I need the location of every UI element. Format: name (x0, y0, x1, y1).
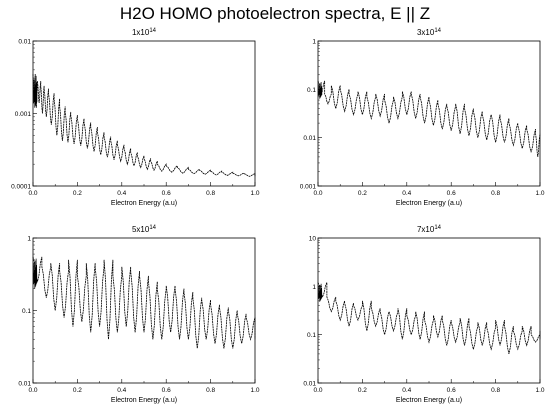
x-tick-label: 0.2 (358, 190, 367, 197)
x-tick-label: 0.0 (313, 387, 322, 394)
y-tick-label: 1 (27, 236, 31, 243)
chart-svg: 1x1014 0.0 0.2 0.4 0.6 0.8 1.0 0.0001 0.001 0.01 E… (11, 28, 260, 207)
x-tick-label: 0.4 (402, 190, 411, 197)
y-tick-label: 0.001 (15, 111, 32, 118)
x-tick-label: 0.0 (28, 387, 37, 394)
chart-svg: 5x1014 0.0 0.2 0.4 0.6 0.8 1.0 0.01 0.1 1 Electron… (18, 225, 260, 404)
chart-svg: 3x1014 0.0 0.2 0.4 0.6 0.8 1.0 0.001 0.01 0.1 1 Ele… (300, 28, 545, 207)
chart-panel-3x10-14: 3x1014 0.0 0.2 0.4 0.6 0.8 1.0 0.001 0.01 0.1 1 Ele… (290, 27, 545, 212)
spectrum-line (32, 256, 256, 349)
x-tick-label: 1.0 (535, 387, 544, 394)
x-tick-label: 0.4 (117, 190, 126, 197)
x-tick-label: 0.4 (402, 387, 411, 394)
plot-frame (317, 40, 541, 187)
chart-panel-1x10-14: 1x1014 0.0 0.2 0.4 0.6 0.8 1.0 0.0001 0.001 0.01 E… (5, 27, 260, 212)
chart-title-base: 1x10 (132, 28, 150, 37)
spectrum-low-energy-spikes (318, 82, 323, 99)
x-tick-label: 0.2 (73, 387, 82, 394)
x-tick-label: 0.6 (162, 387, 171, 394)
x-tick-label: 0.6 (447, 387, 456, 394)
y-tick-label: 0.1 (307, 87, 316, 94)
chart-title: 7x1014 (417, 225, 442, 234)
x-tick-label: 0.8 (491, 190, 500, 197)
x-tick-label: 1.0 (535, 190, 544, 197)
spectrum-low-energy-spikes (318, 283, 323, 302)
chart-title: 3x1014 (417, 28, 442, 37)
chart-title-exponent: 14 (434, 28, 441, 34)
x-axis-label: Electron Energy (a.u) (396, 397, 462, 404)
chart-svg: 7x1014 0.0 0.2 0.4 0.6 0.8 1.0 0.01 0.1 1 10 Electr… (303, 225, 545, 404)
x-tick-label: 0.6 (447, 190, 456, 197)
y-tick-label: 0.01 (18, 381, 31, 388)
spectrum-low-energy-spikes (33, 258, 38, 289)
x-tick-label: 0.4 (117, 387, 126, 394)
x-axis-label: Electron Energy (a.u) (111, 200, 177, 207)
figure-title: H2O HOMO photoelectron spectra, E || Z (119, 4, 431, 23)
chart-title-exponent: 14 (149, 28, 156, 34)
x-tick-label: 0.2 (358, 387, 367, 394)
plot-frame (32, 237, 256, 384)
chart-panel-5x10-14: 5x1014 0.0 0.2 0.4 0.6 0.8 1.0 0.01 0.1 1 Electron… (5, 224, 260, 409)
spectrum-low-energy-spikes (33, 75, 38, 108)
y-tick-label: 0.01 (303, 135, 316, 142)
y-tick-label: 1 (312, 39, 316, 46)
y-tick-label: 1 (312, 284, 316, 291)
x-tick-label: 0.0 (28, 190, 37, 197)
plot-frame (317, 237, 541, 384)
y-tick-label: 0.1 (307, 332, 316, 339)
x-tick-label: 1.0 (250, 387, 259, 394)
spectrum-line (317, 282, 541, 354)
y-tick-label: 0.0001 (11, 184, 31, 191)
x-tick-label: 1.0 (250, 190, 259, 197)
chart-title-exponent: 14 (149, 225, 156, 231)
chart-title-base: 7x10 (417, 225, 435, 234)
plot-frame (32, 40, 256, 187)
y-tick-label: 0.1 (22, 308, 31, 315)
chart-title: 5x1014 (132, 225, 157, 234)
x-tick-label: 0.8 (206, 190, 215, 197)
x-tick-label: 0.0 (313, 190, 322, 197)
x-tick-label: 0.8 (491, 387, 500, 394)
y-tick-label: 10 (309, 236, 317, 243)
spectrum-line (317, 80, 541, 157)
chart-panel-7x10-14: 7x1014 0.0 0.2 0.4 0.6 0.8 1.0 0.01 0.1 1 10 Electr… (290, 224, 545, 409)
chart-title-base: 5x10 (132, 225, 150, 234)
x-tick-label: 0.8 (206, 387, 215, 394)
y-tick-label: 0.01 (18, 39, 31, 46)
x-axis-label: Electron Energy (a.u) (396, 200, 462, 207)
chart-title-base: 3x10 (417, 28, 435, 37)
x-tick-label: 0.6 (162, 190, 171, 197)
y-tick-label: 0.001 (300, 184, 317, 191)
chart-title-exponent: 14 (434, 225, 441, 231)
x-axis-label: Electron Energy (a.u) (111, 397, 177, 404)
y-tick-label: 0.01 (303, 381, 316, 388)
spectrum-line (32, 74, 256, 177)
chart-title: 1x1014 (132, 28, 157, 37)
x-tick-label: 0.2 (73, 190, 82, 197)
